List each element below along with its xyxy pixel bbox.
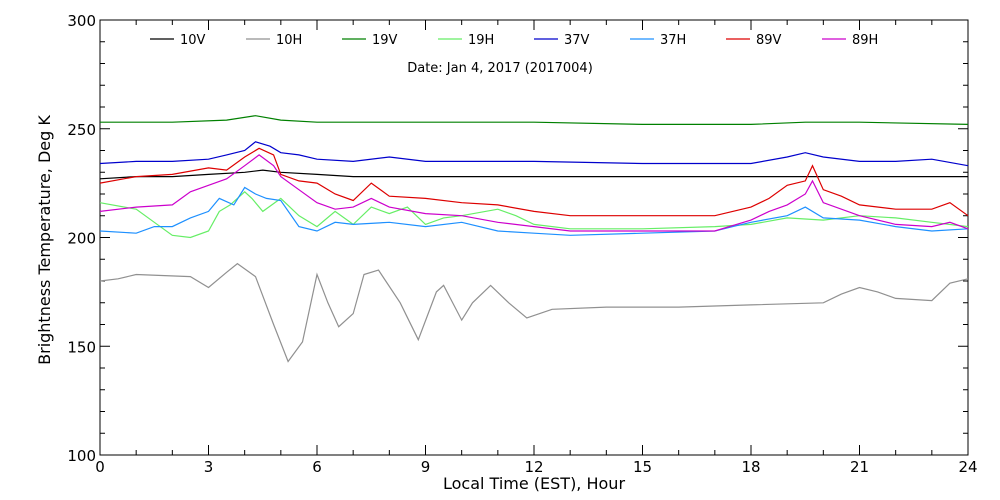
legend: 10V 10H 19V 19H 37V 37H 89V 89H [150, 33, 878, 48]
legend-label-19h: 19H [468, 33, 494, 48]
legend-label-19v: 19V [372, 33, 398, 48]
x-tick-label: 21 [850, 458, 869, 476]
axis-tick-labels: 0 3 6 9 12 15 18 21 24 100 150 200 250 300 [67, 12, 977, 476]
series-line-19h [99, 190, 969, 239]
y-tick-label: 200 [67, 230, 96, 248]
series-line-37v [99, 141, 969, 167]
legend-label-89v: 89V [756, 33, 782, 48]
series-line-89h [99, 154, 969, 232]
y-tick-label: 300 [67, 12, 96, 30]
axis-ticks [99, 19, 969, 456]
y-tick-label: 100 [67, 447, 96, 465]
legend-label-10h: 10H [276, 33, 302, 48]
y-tick-label: 150 [67, 338, 96, 356]
series-line-19v [100, 115, 969, 126]
x-tick-label: 18 [741, 458, 760, 476]
x-tick-label: 12 [524, 458, 543, 476]
series-line-10h [99, 262, 969, 363]
x-axis-title: Local Time (EST), Hour [443, 474, 625, 493]
x-tick-label: 6 [312, 458, 322, 476]
series-lines [99, 115, 969, 363]
legend-label-10v: 10V [180, 33, 206, 48]
legend-label-37v: 37V [564, 33, 590, 48]
x-tick-label: 24 [958, 458, 977, 476]
x-tick-label: 9 [421, 458, 431, 476]
x-tick-label: 0 [95, 458, 105, 476]
series-line-10v [99, 169, 968, 180]
legend-label-37h: 37H [660, 33, 686, 48]
x-tick-label: 3 [204, 458, 214, 476]
plot-frame [99, 19, 969, 456]
x-tick-label: 15 [633, 458, 652, 476]
date-label: Date: Jan 4, 2017 (2017004) [407, 61, 593, 76]
series-line-89v [99, 147, 969, 217]
y-axis-title: Brightness Temperature, Deg K [35, 115, 54, 365]
legend-label-89h: 89H [852, 33, 878, 48]
series-line-37h [99, 186, 969, 236]
y-tick-label: 250 [67, 121, 96, 139]
